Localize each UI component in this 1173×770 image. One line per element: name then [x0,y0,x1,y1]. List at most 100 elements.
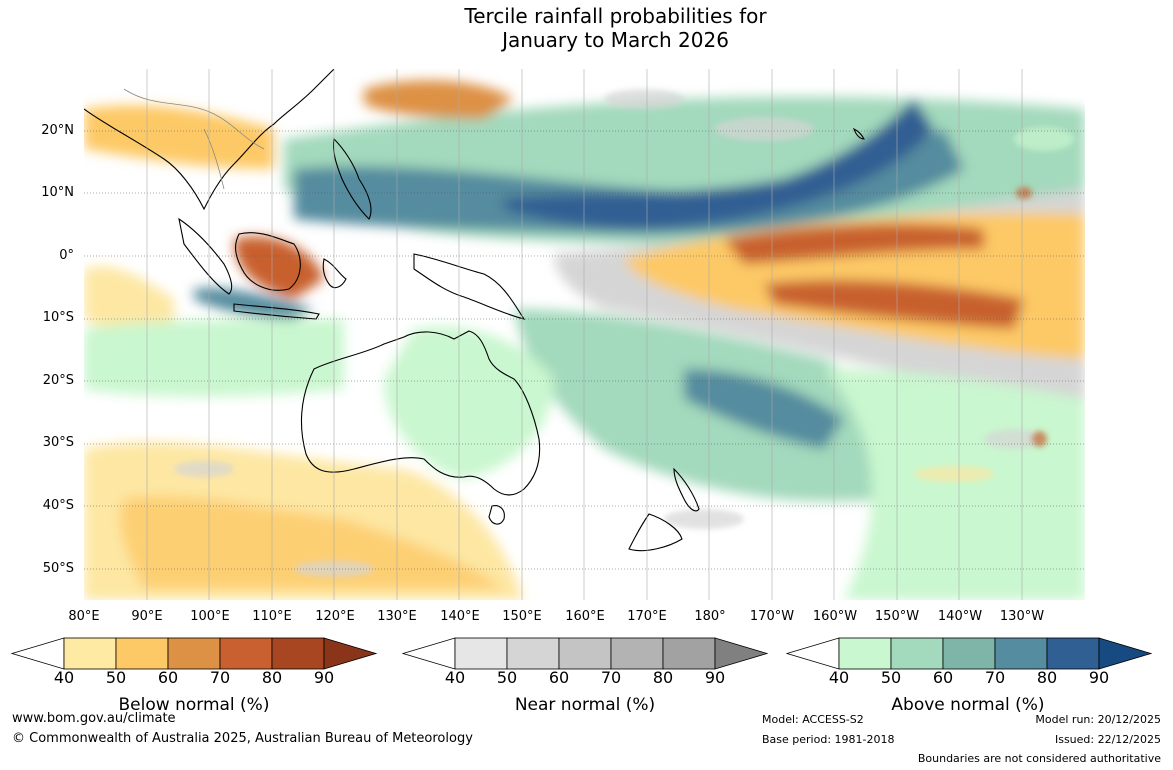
colorbar-below-seg-4 [219,637,273,670]
lon-label-150e: 150°E [502,609,542,624]
field-south-below-strong [120,496,504,589]
colorbar-near-seg-4 [610,637,664,670]
colorbar-below-tick-90: 90 [313,668,335,687]
lat-label-30s: 30°S [42,435,74,450]
colorbar-above-normal [785,637,1153,670]
colorbar-above-seg-6 [1098,637,1153,670]
colorbar-above-seg-5 [1046,637,1100,670]
lon-label-120e: 120°E [315,609,355,624]
lon-label-180: 180° [694,609,726,624]
field-indian-above-strong [194,288,314,319]
title-line-1: Tercile rainfall probabilities for [464,4,767,28]
meridians [146,69,1023,600]
lat-label-40s: 40°S [42,498,74,513]
new-guinea-outline [413,253,526,320]
sumatra-outline [178,217,233,295]
field-indian-above [84,319,344,397]
hawaii-outline [853,127,865,140]
colorbar-near-seg-5 [662,637,716,670]
lat-label-50s: 50°S [42,561,74,576]
lon-label-130e: 130°E [377,609,417,624]
lat-label-0: 0° [59,248,74,263]
colorbar-below-tick-70: 70 [209,668,231,687]
probability-fields [84,80,1085,600]
australia-outline [300,330,541,496]
asia-mainland-outline [84,69,335,211]
colorbar-near-seg-2 [506,637,560,670]
chart-title: Tercile rainfall probabilities for Janua… [0,4,1173,52]
model-run-date: Model run: 20/12/2025 [1035,713,1161,726]
field-eq-below-strong [724,223,984,264]
title-line-2: January to March 2026 [502,28,729,52]
model-name: Model: ACCESS-S2 [762,713,864,726]
colorbar-below-seg-5 [271,637,325,670]
colorbar-above-tick-70: 70 [984,668,1006,687]
field-mc-below [234,236,324,299]
field-indian-below [84,266,174,334]
field-north-below [364,80,514,119]
colorbar-above-tick-60: 60 [932,668,954,687]
lat-label-10n: 10°N [41,185,74,200]
field-swpac-above-strong [684,369,844,449]
colorbar-below-seg-1 [63,637,117,670]
lon-label-170e: 170°E [627,609,667,624]
colorbar-near-normal [401,637,769,670]
colorbar-below-title: Below normal (%) [118,695,270,715]
lat-label-10s: 10°S [42,310,74,325]
lon-label-100e: 100°E [190,609,230,624]
colorbar-above-seg-2 [890,637,944,670]
lon-label-140w: 140°W [937,609,983,624]
philippines-outline [332,137,372,220]
colorbar-near-seg-6 [714,637,769,670]
lon-label-160e: 160°E [565,609,605,624]
copyright-text: © Commonwealth of Australia 2025, Austra… [12,731,473,746]
colorbar-above-tick-90: 90 [1088,668,1110,687]
colorbar-near-seg-0 [401,637,456,670]
colorbar-below-seg-6 [323,637,378,670]
lon-label-80e: 80°E [68,609,100,624]
colorbar-below-tick-40: 40 [53,668,75,687]
lon-label-170w: 170°W [749,609,795,624]
website-link[interactable]: www.bom.gov.au/climate [12,711,176,726]
new-zealand-north-outline [673,467,700,512]
lat-label-20s: 20°S [42,373,74,388]
colorbar-near-title: Near normal (%) [514,695,656,715]
borneo-outline [235,232,301,291]
colorbar-near-tick-50: 50 [496,668,518,687]
field-nwpac-above-strong [294,129,964,235]
colorbar-near-tick-60: 60 [548,668,570,687]
lon-label-90e: 90°E [131,609,163,624]
colorbar-above-seg-0 [785,637,840,670]
lon-label-110e: 110°E [252,609,292,624]
field-aus-above [384,326,554,479]
colorbar-near-tick-40: 40 [444,668,466,687]
colorbar-near-seg-3 [558,637,612,670]
colorbar-below-tick-60: 60 [157,668,179,687]
colorbar-below-tick-50: 50 [105,668,127,687]
colorbar-above-seg-1 [838,637,892,670]
sulawesi-outline [322,258,347,289]
field-epac-above [824,369,1085,600]
colorbar-above-tick-50: 50 [880,668,902,687]
colorbar-below-normal [10,637,378,670]
lon-label-140e: 140°E [440,609,480,624]
field-nwpac-above-max [504,99,934,229]
colorbar-near-tick-80: 80 [652,668,674,687]
colorbar-below-seg-0 [10,637,65,670]
colorbar-above-seg-3 [942,637,996,670]
colorbar-near-tick-70: 70 [600,668,622,687]
colorbar-above-title: Above normal (%) [891,695,1045,715]
colorbar-below-seg-2 [115,637,169,670]
lat-label-20n: 20°N [41,123,74,138]
boundaries-disclaimer: Boundaries are not considered authoritat… [917,752,1161,765]
colorbar-below-tick-80: 80 [261,668,283,687]
lon-label-150w: 150°W [874,609,920,624]
graticule [84,130,1085,570]
colorbar-near-seg-1 [454,637,508,670]
colorbar-near-tick-90: 90 [704,668,726,687]
new-zealand-south-outline [628,513,683,552]
rainfall-probability-map [84,69,1085,600]
colorbar-below-seg-3 [167,637,221,670]
lon-label-160w: 160°W [812,609,858,624]
colorbar-above-seg-4 [994,637,1048,670]
